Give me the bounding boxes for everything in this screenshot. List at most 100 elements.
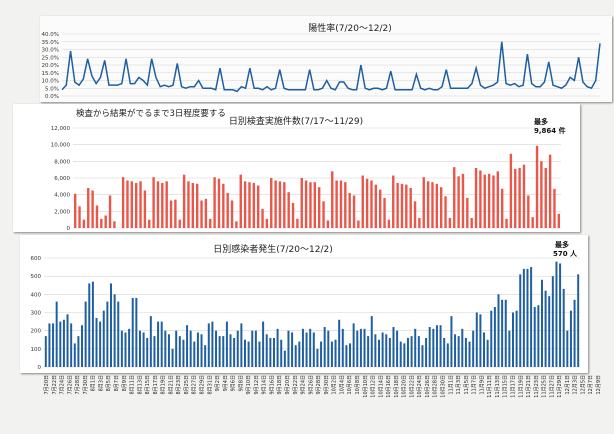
date-tick-label: 9月4日	[223, 375, 229, 391]
tests-bar	[392, 175, 395, 228]
positivity-ytick-label: 40.0%	[42, 32, 59, 38]
cases-bar	[417, 336, 420, 367]
cases-bar	[378, 339, 380, 367]
tests-ytick-label: 4,000	[54, 193, 70, 199]
tests-bar	[378, 189, 382, 228]
tests-ytick-label: 12,000	[51, 126, 71, 132]
date-tick-label: 9月14日	[262, 375, 268, 395]
date-tick-label: 11月3日	[456, 375, 462, 395]
positivity-series-line	[61, 41, 601, 93]
cases-bar	[124, 332, 127, 367]
tests-bar	[535, 145, 539, 228]
tests-ytick-label: 6,000	[54, 176, 70, 182]
tests-bar	[317, 187, 321, 228]
date-tick-label: 11月27日	[549, 375, 555, 398]
tests-bar	[156, 181, 160, 228]
tests-bar	[418, 218, 421, 228]
tests-bar	[344, 182, 347, 228]
tests-bar	[283, 182, 286, 228]
cases-bar	[367, 336, 370, 367]
tests-bar	[130, 181, 134, 228]
tests-bar	[322, 201, 325, 228]
tests-bar	[73, 193, 77, 228]
date-tick-label: 10月22日	[409, 375, 415, 398]
cases-bar	[207, 323, 210, 367]
cases-bar	[218, 336, 221, 367]
tests-bar	[178, 219, 181, 228]
cases-bar	[59, 321, 62, 367]
cases-bar	[113, 294, 116, 367]
cases-bar	[251, 330, 254, 367]
date-tick-label: 11月29日	[557, 375, 563, 398]
cases-bar	[501, 299, 504, 367]
cases-bar	[91, 281, 94, 367]
date-tick-label: 9月22日	[293, 375, 299, 395]
tests-bar	[548, 154, 552, 228]
date-tick-label: 10月2日	[332, 375, 338, 395]
cases-bar	[327, 330, 330, 367]
tests-bar	[500, 188, 504, 228]
cases-bar	[200, 334, 203, 367]
cases-bar	[48, 323, 51, 367]
cases-ytick-label: 600	[31, 256, 42, 262]
cases-bar	[403, 343, 406, 367]
tests-bar	[217, 178, 221, 228]
cases-bar	[280, 339, 283, 367]
cases-bar	[559, 263, 562, 367]
cases-bar	[196, 332, 199, 367]
tests-bar	[95, 205, 99, 228]
tests-bar	[265, 218, 269, 228]
cases-bar	[486, 339, 489, 367]
cases-bar	[450, 316, 453, 367]
cases-bar	[175, 330, 178, 367]
tests-bar	[422, 177, 425, 228]
cases-bar	[425, 337, 428, 367]
tests-bar	[300, 178, 303, 228]
tests-bar	[466, 198, 469, 228]
tests-bar	[400, 183, 404, 228]
tests-bar	[161, 183, 164, 228]
date-tick-label: 11月21日	[526, 375, 532, 398]
date-tick-label: 10月18日	[394, 375, 400, 398]
cases-bar	[334, 339, 337, 367]
cases-bar	[262, 321, 265, 367]
tests-bar	[383, 198, 386, 228]
cases-bar	[73, 343, 76, 367]
tests-bar	[239, 174, 242, 228]
tests-ytick-label: 10,000	[51, 143, 71, 149]
date-tick-label: 10月26日	[425, 375, 431, 398]
cases-bar	[399, 341, 402, 367]
cases-bar	[291, 332, 294, 367]
date-tick-label: 8月1日	[91, 375, 97, 391]
date-tick-label: 8月5日	[106, 375, 112, 391]
tests-bar	[557, 213, 561, 228]
cases-bar	[428, 327, 431, 367]
tests-bar	[461, 173, 465, 228]
tests-bar	[87, 188, 90, 228]
cases-bar	[283, 350, 286, 367]
cases-bar	[577, 274, 580, 367]
cases-bar	[356, 330, 359, 367]
tests-bar	[91, 190, 94, 228]
tests-bar	[174, 199, 177, 228]
tests-bar	[374, 184, 378, 228]
date-tick-label: 9月26日	[308, 375, 314, 395]
tests-ytick-label: 8,000	[54, 159, 70, 165]
tests-bar	[492, 175, 495, 228]
cases-bar	[573, 299, 576, 367]
tests-bar	[235, 221, 238, 228]
tests-bar	[304, 180, 308, 228]
date-tick-label: 10月8日	[355, 375, 361, 395]
date-tick-label: 11月7日	[472, 375, 478, 395]
tests-bar	[126, 180, 129, 228]
cases-bar	[117, 301, 120, 367]
date-tick-label: 8月31日	[207, 375, 213, 395]
positivity-line-chart: 0.0% 5.0%10.0% 15.0% 20.0% 25.0%30.0% 35.0% 40…	[42, 22, 601, 100]
tests-bar	[222, 183, 225, 228]
tests-bar	[121, 177, 125, 228]
tests-bar	[496, 171, 500, 228]
date-tick-label: 9月16日	[269, 375, 275, 395]
date-tick-label: 10月30日	[441, 375, 447, 398]
tests-bar	[527, 195, 530, 228]
